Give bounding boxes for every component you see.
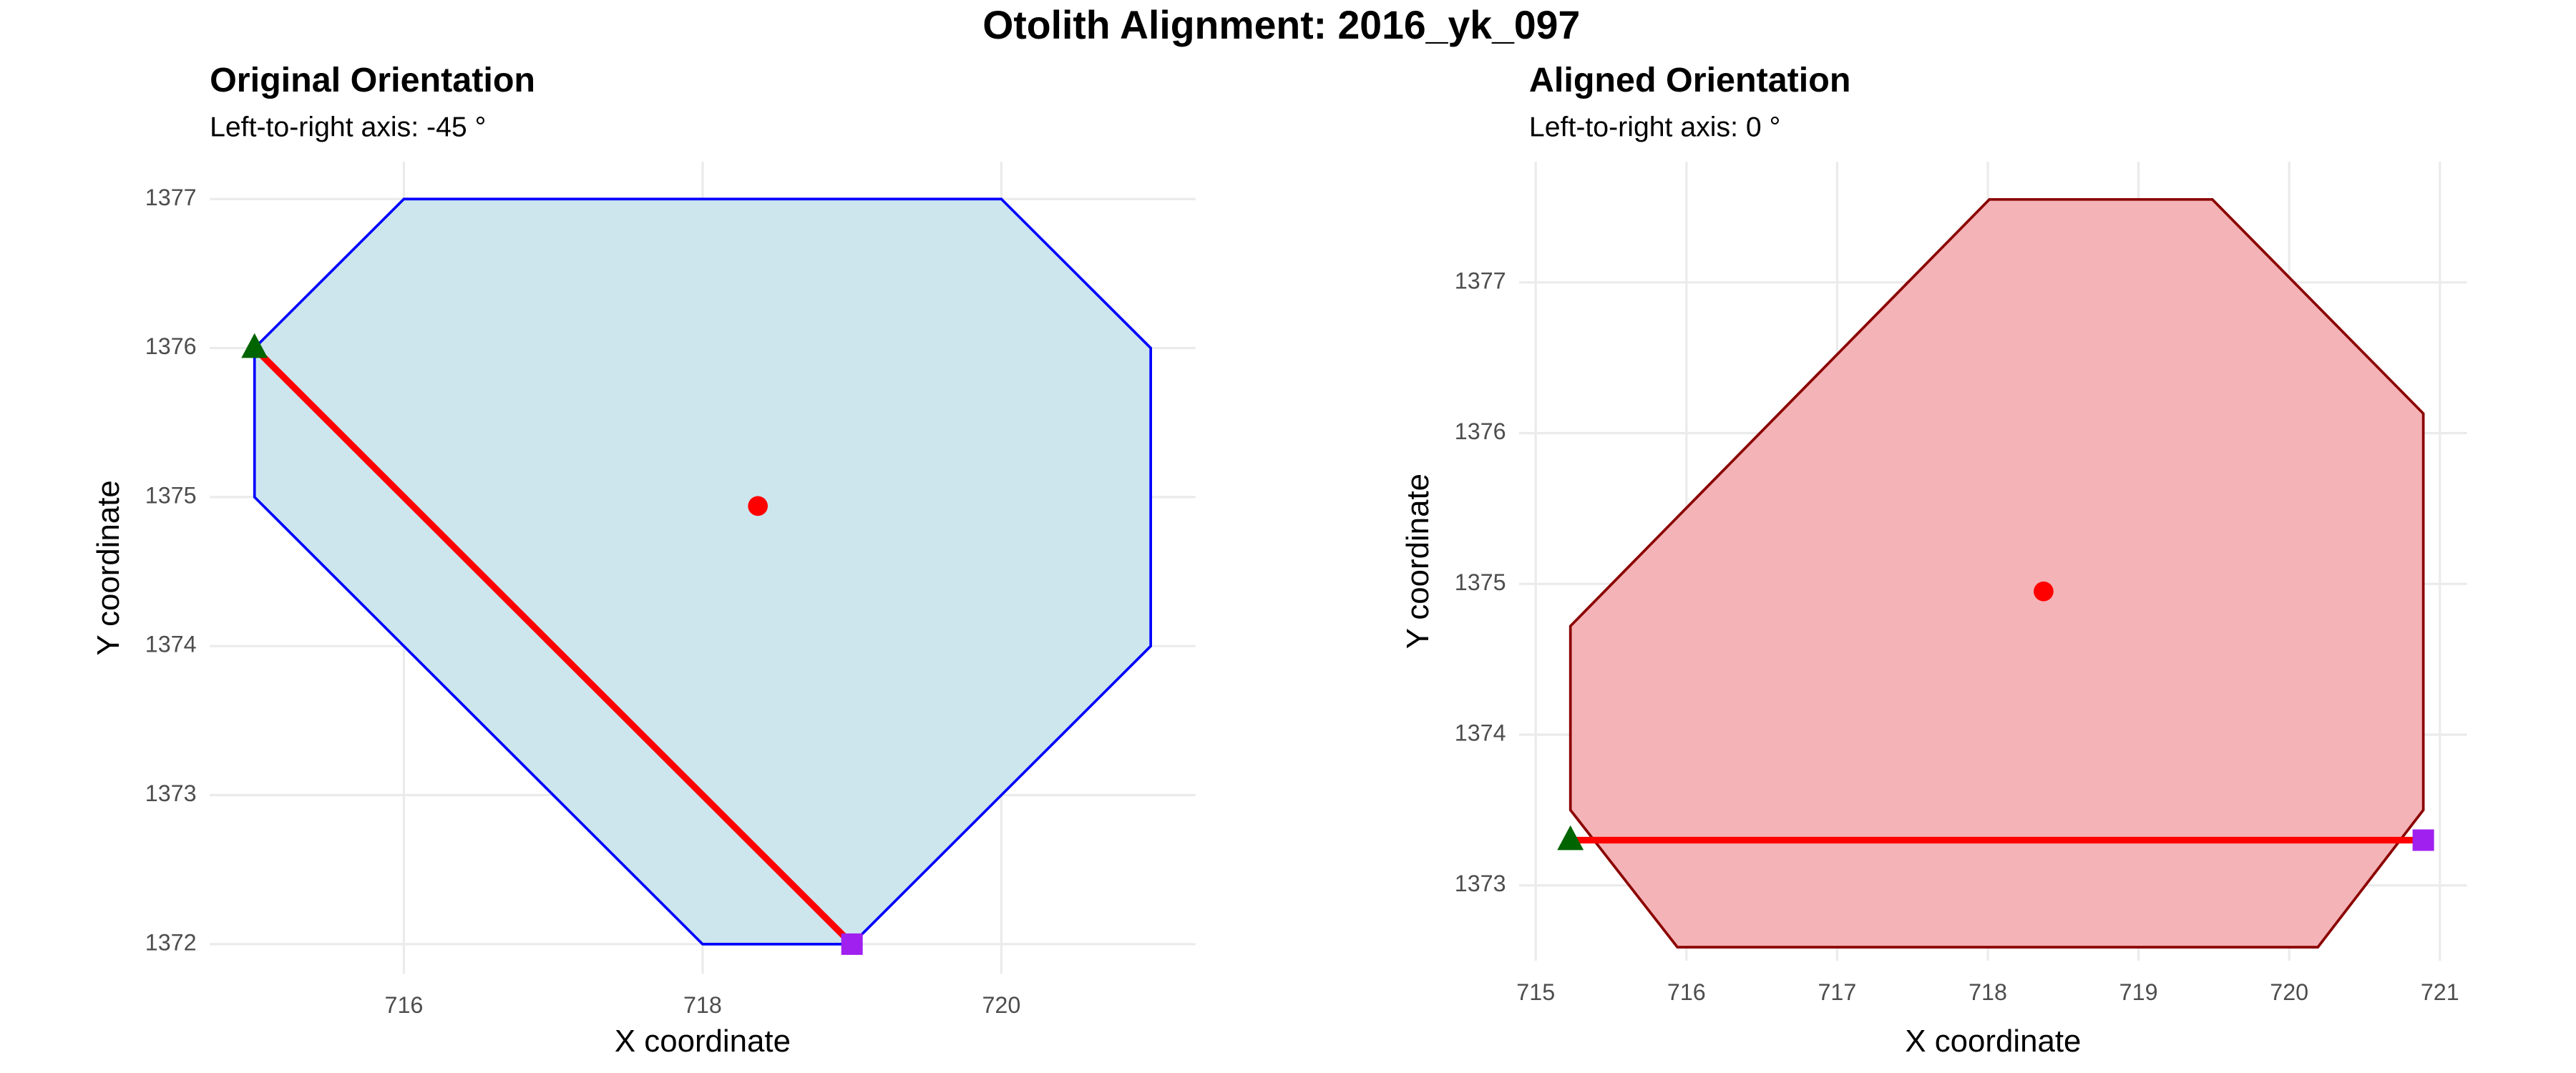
centroid <box>748 496 769 516</box>
centroid <box>2034 581 2054 602</box>
x-tick-label: 720 <box>982 992 1020 1018</box>
x-tick-label: 718 <box>1968 979 2007 1005</box>
otolith-outline <box>1568 197 2425 949</box>
panel-subtitle: Left-to-right axis: -45 ° <box>210 111 486 142</box>
start-point <box>241 333 268 358</box>
y-tick-label: 1376 <box>1455 418 1506 444</box>
panel-title: Aligned Orientation <box>1529 61 1851 99</box>
y-tick-label: 1372 <box>145 929 197 955</box>
orientation-axis <box>252 346 854 947</box>
y-tick-label: 1375 <box>1455 569 1506 595</box>
x-axis-title: X coordinate <box>615 1024 791 1059</box>
y-tick-label: 1374 <box>145 632 197 657</box>
y-tick-label: 1376 <box>145 333 197 359</box>
x-tick-label: 718 <box>683 992 722 1018</box>
x-tick-label: 716 <box>384 992 423 1018</box>
panel-subtitle: Left-to-right axis: 0 ° <box>1529 111 1780 142</box>
start-point <box>1557 825 1584 851</box>
panel-title: Original Orientation <box>210 61 535 99</box>
figure-title: Otolith Alignment: 2016_yk_097 <box>982 3 1580 47</box>
x-tick-label: 719 <box>2119 979 2158 1005</box>
y-axis-title: Y coordinate <box>1400 474 1435 649</box>
x-axis-title: X coordinate <box>1905 1024 2081 1059</box>
x-tick-label: 720 <box>2270 979 2308 1005</box>
y-tick-label: 1373 <box>1455 871 1506 896</box>
y-tick-label: 1377 <box>145 185 197 210</box>
y-tick-label: 1375 <box>145 482 197 508</box>
y-tick-label: 1377 <box>1455 268 1506 293</box>
x-tick-label: 716 <box>1667 979 1706 1005</box>
x-tick-label: 721 <box>2421 979 2459 1005</box>
otolith-outline <box>253 197 1152 946</box>
end-point <box>841 933 863 955</box>
y-tick-label: 1374 <box>1455 720 1506 745</box>
end-point <box>2412 829 2434 851</box>
x-tick-label: 715 <box>1516 979 1555 1005</box>
y-axis-title: Y coordinate <box>91 480 126 655</box>
y-tick-label: 1373 <box>145 780 197 806</box>
x-tick-label: 717 <box>1818 979 1856 1005</box>
